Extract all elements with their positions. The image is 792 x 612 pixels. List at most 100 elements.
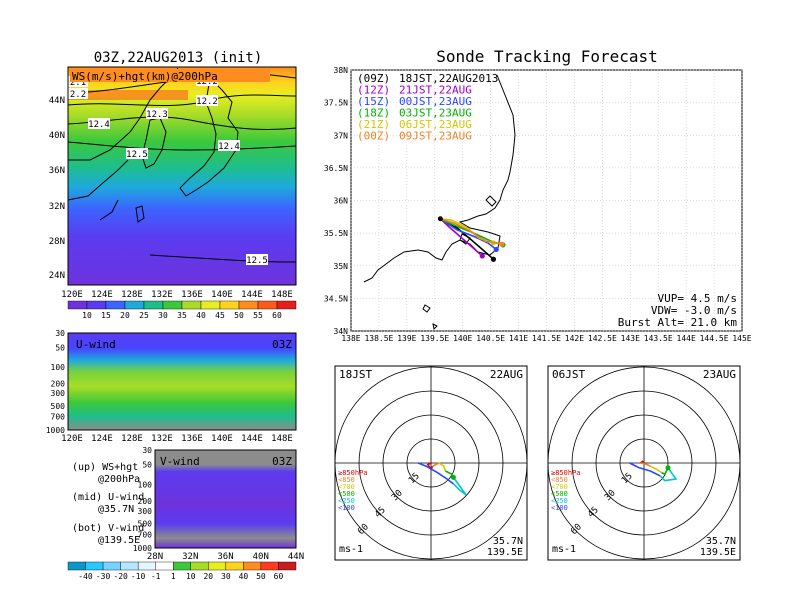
hodo-date: 22AUG: [490, 368, 523, 381]
height-contour: [149, 254, 297, 263]
level-legend: <100: [338, 504, 355, 512]
legend-line: (bot) V-wind: [72, 523, 144, 534]
sonde-track: [440, 218, 502, 245]
contour-label: 12.5: [126, 150, 148, 160]
uwind-time: 03Z: [272, 338, 292, 351]
track-legend-tag: (09Z): [357, 72, 390, 85]
colorbar-swatch: [238, 300, 259, 310]
hodo-time: 18JST: [339, 368, 372, 381]
colorbar-tick-label: -40: [78, 572, 93, 581]
pressure-tick-label: 300: [138, 507, 153, 516]
height-contour: [67, 141, 297, 151]
uwind-lon-axis: 120E 124E 128E 132E 136E 140E 144E 148E: [61, 434, 293, 444]
right-title: Sonde Tracking Forecast: [436, 47, 658, 66]
vwind-frame: [154, 449, 297, 549]
ws-map-lon-axis: 120E 124E 128E 132E 136E 140E 144E 148E: [61, 290, 293, 300]
colorbar-tick-label: 50: [256, 572, 266, 581]
lon-tick-label: 138.5E: [364, 334, 393, 343]
lon-tick-label: 143E: [621, 334, 640, 343]
colorbar-tick-label: 60: [274, 572, 284, 581]
lon-tick-label: 120E: [61, 290, 83, 300]
panel-legend: (up) WS+hgt @200hPa (mid) U-wind @35.7N …: [72, 462, 144, 546]
pressure-tick-label: 100: [138, 480, 153, 489]
lat-tick-label: 44N: [288, 552, 304, 562]
pressure-tick-label: 50: [142, 461, 152, 470]
lon-tick-label: 140E: [453, 334, 472, 343]
lon-tick-label: 140E: [211, 434, 233, 444]
vwind-label: V-wind: [160, 455, 200, 468]
lat-tick-label: 36N: [217, 552, 233, 562]
colorbar-swatch: [278, 561, 297, 571]
colorbar-swatch: [190, 561, 209, 571]
level-legend: ≥850hPa: [551, 469, 581, 477]
colorbar-swatch: [67, 300, 88, 310]
uwind-field: [68, 333, 296, 430]
wind-profile-segment: [432, 462, 440, 467]
vwind-lat-axis: 28N 32N 36N 40N 44N: [147, 552, 304, 562]
colorbar-swatch: [155, 561, 174, 571]
colorbar-tick-label: 20: [120, 311, 130, 320]
wind-profile-segment: [629, 462, 661, 477]
burst-point: [450, 474, 456, 480]
lon-tick-label: 145E: [732, 334, 751, 343]
param-vdw: VDW= -3.0 m/s: [651, 304, 737, 317]
colorbar-swatch: [85, 561, 104, 571]
param-vup: VUP= 4.5 m/s: [658, 292, 737, 305]
colorbar-swatch: [124, 300, 145, 310]
colorbar-swatch: [257, 300, 278, 310]
track-legend: (09Z) 18JST,22AUG2013 (12Z) 21JST,22AUG (15Z…: [357, 72, 498, 143]
lat-tick-label: 37N: [334, 131, 349, 140]
colorbar-tick-label: -30: [96, 572, 111, 581]
lon-tick-label: 124E: [91, 290, 113, 300]
level-legend: <500: [551, 490, 568, 498]
lat-tick-label: 36.5N: [324, 164, 348, 173]
ws-map-label-bg: [70, 69, 270, 82]
hodo-lat: 35.7N: [493, 536, 523, 547]
ws-map-label: WS(m/s)+hgt(km)@200hPa: [72, 70, 218, 83]
track-legend-time: 18JST,22AUG2013: [399, 72, 498, 85]
island-izu: [422, 304, 438, 331]
colorbar-swatch: [86, 300, 107, 310]
landing-point: [490, 256, 497, 262]
track-legend-tag: (12Z): [357, 84, 390, 97]
hodo-unit: ms-1: [552, 544, 576, 555]
pressure-tick-label: 30: [142, 446, 152, 455]
lon-tick-label: 136E: [181, 434, 203, 444]
lon-tick-label: 132E: [151, 290, 173, 300]
colorbar-tick-label: 40: [239, 572, 249, 581]
lon-tick-label: 143.5E: [644, 334, 673, 343]
pressure-tick-label: 100: [51, 363, 66, 372]
lat-tick-label: 32N: [182, 552, 198, 562]
pressure-tick-label: 300: [51, 389, 66, 398]
track-legend-time: 09JST,23AUG: [399, 130, 472, 143]
legend-line: @200hPa: [98, 474, 140, 485]
colorbar-tick-label: 35: [177, 311, 187, 320]
lon-tick-label: 132E: [151, 434, 173, 444]
lat-tick-label: 34N: [334, 327, 349, 336]
colorbar-swatch: [173, 561, 191, 571]
sonde-track: [439, 218, 497, 251]
left-title: 03Z,22AUG2013 (init): [94, 50, 263, 66]
contour-label: 12.5: [246, 256, 268, 266]
lon-tick-label: 124E: [91, 434, 113, 444]
colorbar-swatch: [120, 561, 139, 571]
level-legend: <250: [338, 497, 355, 505]
lon-tick-label: 139.5E: [420, 334, 449, 343]
colorbar-swatch: [243, 561, 262, 571]
pressure-tick-label: 500: [51, 402, 66, 411]
colorbar-swatch: [181, 300, 202, 310]
lat-tick-label: 34.5N: [324, 294, 348, 303]
colorbar-tick-label: 45: [215, 311, 225, 320]
pressure-tick-label: 1000: [46, 426, 65, 435]
contour-label: 12.2: [196, 97, 218, 107]
coastline-taiwan: [135, 205, 145, 223]
lat-tick-label: 28N: [147, 552, 163, 562]
lon-tick-label: 148E: [271, 290, 293, 300]
lat-tick-label: 35.5N: [324, 229, 348, 238]
landing-point: [493, 246, 499, 253]
lon-tick-label: 148E: [271, 434, 293, 444]
lon-tick-label: 140.5E: [476, 334, 505, 343]
